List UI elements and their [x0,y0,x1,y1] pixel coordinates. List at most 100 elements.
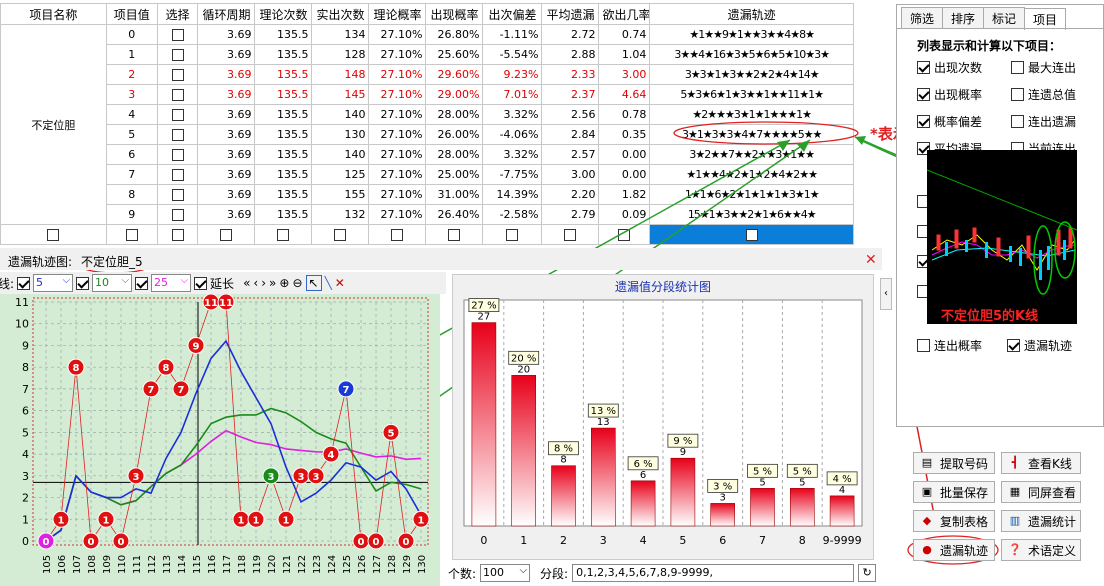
batch-save-button[interactable]: ▣ 批量保存 [913,481,995,503]
summary-checkbox[interactable] [105,224,158,245]
summary-checkbox[interactable] [598,224,651,245]
row-select-checkbox[interactable] [156,24,199,45]
col-header[interactable]: 选择 [156,3,199,25]
ma3-select[interactable]: 25 [151,273,192,292]
table-row[interactable]: 8 3.69 135.5 155 27.10% 31.00% 14.39% 2.20 1.82 1… [1,184,854,205]
option-1[interactable]: 最大连出 [1011,59,1076,76]
term-definition-button[interactable]: ❓ 术语定义 [1001,539,1081,561]
col-header[interactable]: 项目名称 [0,3,107,25]
table-row[interactable]: 3 3.69 135.5 145 27.10% 29.00% 7.01% 2.37 4.64 5★… [1,84,854,105]
tab-mark[interactable]: 标记 [983,7,1026,29]
col-header[interactable]: 理论次数 [254,3,313,25]
table-row[interactable]: 2 3.69 135.5 148 27.10% 29.60% 9.23% 2.33 3.00 3★… [1,64,854,85]
pick-numbers-button[interactable]: ▤ 提取号码 [913,452,995,474]
ma3-checkbox[interactable] [135,276,149,290]
bottom-option-0[interactable]: 连出概率 [917,337,982,354]
row-select-checkbox[interactable] [156,164,199,185]
row-select-checkbox[interactable] [156,204,199,225]
option-checkbox[interactable] [917,142,930,155]
view-kline-button[interactable]: ┫ 查看K线 [1001,452,1081,474]
summary-checkbox[interactable] [541,224,600,245]
count-select[interactable]: 100 [480,563,531,582]
col-header[interactable]: 遗漏轨迹 [649,3,854,25]
cell-tp: 27.10% [368,204,427,225]
cell-d: 9.23% [482,64,543,85]
col-header[interactable]: 平均遗漏 [541,3,600,25]
summary-checkbox[interactable] [0,224,107,245]
table-row[interactable]: 7 3.69 135.5 125 27.10% 25.00% -7.75% 3.00 0.00 ★… [1,164,854,185]
option-0[interactable]: 出现次数 [917,59,982,76]
tab-sort[interactable]: 排序 [942,7,985,29]
summary-checkbox[interactable] [425,224,484,245]
col-header[interactable]: 出现概率 [425,3,484,25]
option-5[interactable]: 连出遗漏 [1011,113,1076,130]
summary-checkbox[interactable] [254,224,313,245]
pointer-icon[interactable]: ↖ [305,275,322,291]
row-select-checkbox[interactable] [156,64,199,85]
ma2-checkbox[interactable] [76,276,90,290]
table-row[interactable]: 9 3.69 135.5 132 27.10% 26.40% -2.58% 2.79 0.09 1… [1,204,854,225]
summary-checkbox[interactable] [156,224,199,245]
summary-checkbox[interactable] [197,224,256,245]
summary-checkbox[interactable] [482,224,543,245]
col-header[interactable]: 项目值 [105,3,158,25]
line-tool-icon[interactable]: ╲ [324,276,332,290]
row-select-checkbox[interactable] [156,104,199,125]
option-2[interactable]: 出现概率 [917,86,982,103]
prev-icon[interactable]: ‹ [253,276,259,290]
zoom-in-icon[interactable]: ⊕ [279,276,290,290]
summary-checkbox[interactable] [311,224,370,245]
option-4[interactable]: 概率偏差 [917,113,982,130]
option-checkbox[interactable] [1011,115,1024,128]
ma2-select[interactable]: 10 [92,273,133,292]
table-row[interactable]: 6 3.69 135.5 140 27.10% 28.00% 3.32% 2.57 0.00 3★… [1,144,854,165]
row-select-checkbox[interactable] [156,124,199,145]
row-select-checkbox[interactable] [156,184,199,205]
tab-items[interactable]: 项目 [1024,8,1067,30]
option-3[interactable]: 连遗总值 [1011,86,1076,103]
extend-checkbox[interactable] [194,276,208,290]
same-screen-button[interactable]: ▦ 同屏查看 [1001,481,1081,503]
option-checkbox[interactable] [917,88,930,101]
col-header[interactable]: 循环周期 [197,3,256,25]
close-icon[interactable]: ✕ [865,252,877,268]
row-select-checkbox[interactable] [156,144,199,165]
missing-stat-button[interactable]: ▥ 遗漏统计 [1001,510,1081,532]
summary-checkbox-selected[interactable] [649,224,854,245]
point-label: 0 [403,537,410,548]
option-checkbox[interactable] [917,61,930,74]
col-header[interactable]: 欲出几率 [598,3,651,25]
option-checkbox[interactable] [917,115,930,128]
missing-trajectory-button[interactable]: ● 遗漏轨迹 [913,539,995,561]
first-icon[interactable]: « [243,276,251,290]
col-header[interactable]: 出次偏差 [482,3,543,25]
collapse-left-icon[interactable]: ‹ [880,278,892,310]
ma1-checkbox[interactable] [17,276,31,290]
row-select-checkbox[interactable] [156,84,199,105]
ma1-select[interactable]: 5 [33,273,74,292]
cell-tp: 27.10% [368,144,427,165]
bar [471,322,497,527]
table-row[interactable]: 4 3.69 135.5 140 27.10% 28.00% 3.32% 2.56 0.78 ★2… [1,104,854,125]
col-header[interactable]: 实出次数 [311,3,370,25]
table-row[interactable]: 不定位胆 0 3.69 135.5 134 27.10% 26.80% -1.11% 2.72 0… [0,24,854,225]
copy-table-button[interactable]: ◆ 复制表格 [913,510,995,532]
refresh-icon[interactable]: ↻ [858,564,877,582]
zoom-out-icon[interactable]: ⊖ [292,276,303,290]
erase-icon[interactable]: ✕ [334,276,345,290]
bar-value: 27 [478,312,491,323]
option-checkbox[interactable] [1011,88,1024,101]
summary-checkbox[interactable] [368,224,427,245]
point-label: 0 [118,537,125,548]
last-icon[interactable]: » [269,276,277,290]
table-row[interactable]: 1 3.69 135.5 128 27.10% 25.60% -5.54% 2.88 1.04 3… [1,44,854,65]
col-header[interactable]: 理论概率 [368,3,427,25]
option-checkbox[interactable] [1011,61,1024,74]
next-icon[interactable]: › [261,276,267,290]
tab-filter[interactable]: 筛选 [901,7,944,29]
bottom-option-1[interactable]: 遗漏轨迹 [1007,337,1072,354]
row-select-checkbox[interactable] [156,44,199,65]
y-tick-label: 10 [15,318,29,331]
table-row[interactable]: 5 3.69 135.5 130 27.10% 26.00% -4.06% 2.84 0.35 3… [1,124,854,145]
segment-input[interactable]: 0,1,2,3,4,5,6,7,8,9-9999, [572,564,855,582]
